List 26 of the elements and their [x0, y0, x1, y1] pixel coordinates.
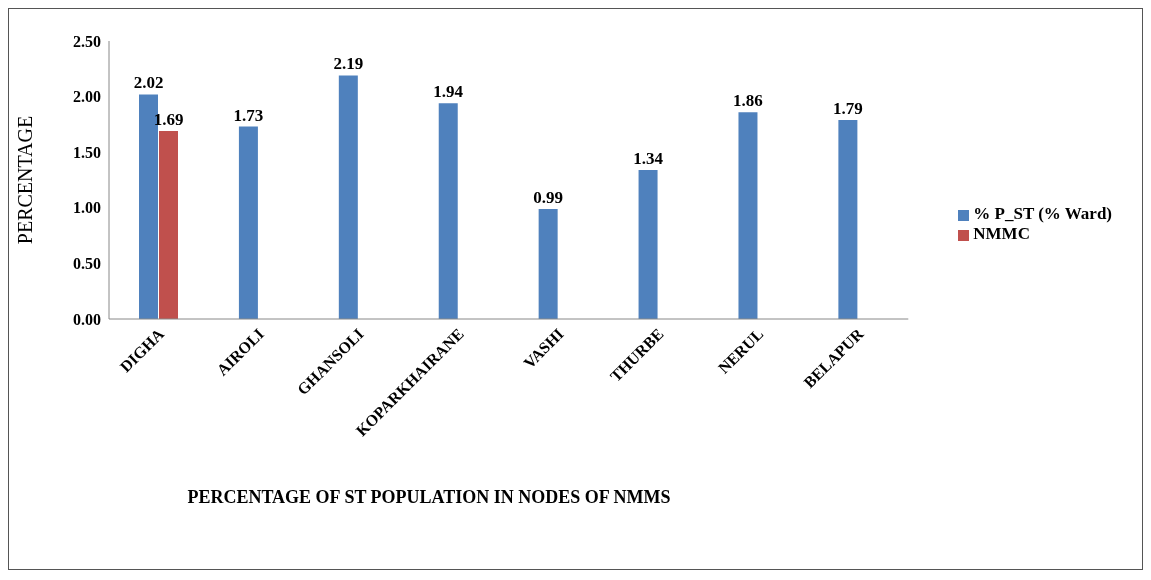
bar	[238, 126, 258, 319]
y-tick-label: 0.50	[73, 255, 101, 273]
legend-label: NMMC	[973, 224, 1030, 243]
y-tick-label: 2.50	[73, 32, 101, 50]
y-tick-label: 0.00	[73, 310, 101, 328]
data-label: 1.79	[833, 98, 863, 118]
legend-label: % P_ST (% Ward)	[973, 204, 1112, 223]
data-label: 1.73	[233, 105, 264, 125]
y-tick-label: 1.50	[73, 143, 101, 161]
data-label: 2.19	[333, 54, 364, 74]
data-label: 1.86	[733, 91, 763, 111]
bar	[638, 169, 658, 319]
y-tick-label: 1.00	[73, 199, 101, 217]
bar	[338, 75, 358, 319]
x-axis-title: PERCENTAGE OF ST POPULATION IN NODES OF NMMS	[186, 487, 672, 508]
data-label: 2.02	[133, 73, 164, 93]
y-axis-title: PERCENTAGE	[14, 115, 37, 245]
bar	[438, 103, 458, 319]
y-tick-label: 2.00	[73, 88, 101, 106]
data-label: 0.99	[533, 187, 564, 207]
data-label: 1.34	[633, 148, 664, 168]
data-label: 1.94	[433, 82, 464, 102]
bar	[738, 112, 758, 319]
bar	[159, 131, 178, 319]
bar	[838, 119, 858, 319]
bar	[538, 208, 558, 319]
